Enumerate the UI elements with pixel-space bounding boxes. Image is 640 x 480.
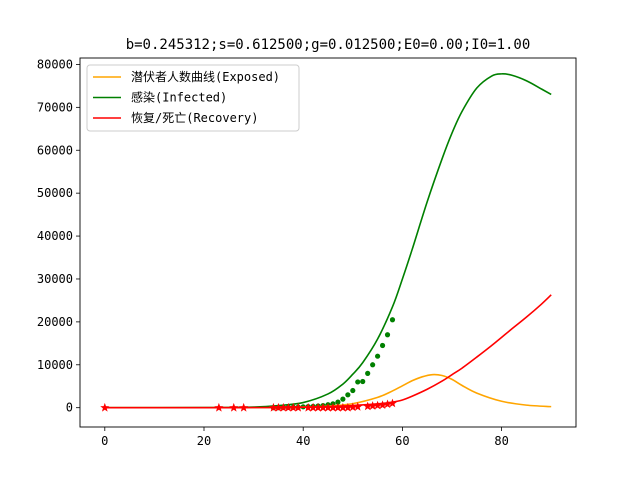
observed-infected-point [370, 362, 376, 368]
observed-recovery-point [318, 402, 328, 412]
plot-content [100, 73, 552, 412]
x-tick-label: 20 [197, 434, 211, 448]
axes-frame [79, 57, 577, 428]
observed-recovery-point [348, 402, 358, 412]
observed-recovery-point [283, 402, 293, 412]
observed-recovery-point [313, 402, 323, 412]
observed-infected-point [340, 396, 346, 402]
x-tick-label: 80 [494, 434, 508, 448]
x-tick-label: 0 [101, 434, 108, 448]
y-tick-label: 30000 [37, 272, 73, 286]
observed-recovery-point [377, 400, 388, 409]
observed-recovery-point [373, 400, 383, 410]
legend-label-infected: 感染(Infected) [131, 90, 227, 105]
observed-infected-point [365, 370, 371, 376]
observed-recovery-point [273, 402, 283, 412]
observed-recovery-point [268, 402, 279, 412]
observed-recovery-point [333, 402, 343, 412]
observed-recovery-point [368, 401, 378, 410]
y-tick-label: 70000 [37, 100, 73, 114]
observed-recovery-point [278, 402, 288, 412]
observed-infected-point [360, 378, 366, 385]
x-tick-label: 40 [296, 434, 310, 448]
y-tick-label: 50000 [37, 186, 73, 200]
chart-title: b=0.245312;s=0.612500;g=0.012500;E0=0.00… [126, 37, 531, 53]
series-line-infected [104, 73, 552, 409]
y-tick-label: 60000 [37, 143, 73, 157]
observed-infected-point [335, 399, 341, 405]
legend-label-recovery: 恢复/死亡(Recovery) [131, 111, 258, 125]
observed-recovery-point [353, 402, 363, 411]
observed-infected-point [384, 332, 391, 338]
x-tick-label: 60 [395, 434, 409, 448]
y-tick-label: 0 [66, 401, 73, 415]
observed-recovery-point [293, 402, 303, 412]
y-tick-label: 40000 [37, 229, 73, 243]
observed-infected-point [375, 353, 381, 359]
y-tick-label: 80000 [37, 57, 73, 71]
observed-infected-point [350, 387, 356, 394]
observed-recovery-point [229, 402, 239, 412]
observed-recovery-point [343, 402, 353, 412]
observed-recovery-point [288, 402, 298, 412]
y-tick-label: 10000 [37, 358, 73, 372]
legend-label-exposed: 潜伏者人数曲线(Exposed) [131, 69, 280, 84]
observed-recovery-point [363, 401, 373, 411]
observed-recovery-point [338, 402, 348, 412]
observed-recovery-point [100, 402, 110, 412]
observed-recovery-point [387, 398, 398, 408]
observed-infected-point [379, 342, 386, 349]
legend: 潜伏者人数曲线(Exposed) 感染(Infected) 恢复/死亡(Recove… [86, 64, 300, 132]
observed-recovery-point [308, 402, 318, 412]
axes: 0 20 40 60 80 0 10000 20000 30000 40000 50000 60000… [37, 57, 577, 448]
observed-recovery-point [328, 402, 338, 412]
observed-recovery-point [323, 402, 333, 412]
observed-recovery-point [214, 402, 224, 412]
observed-recovery-point [303, 402, 313, 412]
observed-recovery-point [382, 399, 393, 409]
observed-infected-point [389, 317, 396, 323]
observed-infected-point [345, 392, 351, 398]
legend-box [86, 64, 300, 132]
observed-recovery-point [239, 402, 249, 412]
y-tick-label: 20000 [37, 315, 73, 329]
observed-infected-point [355, 379, 361, 385]
